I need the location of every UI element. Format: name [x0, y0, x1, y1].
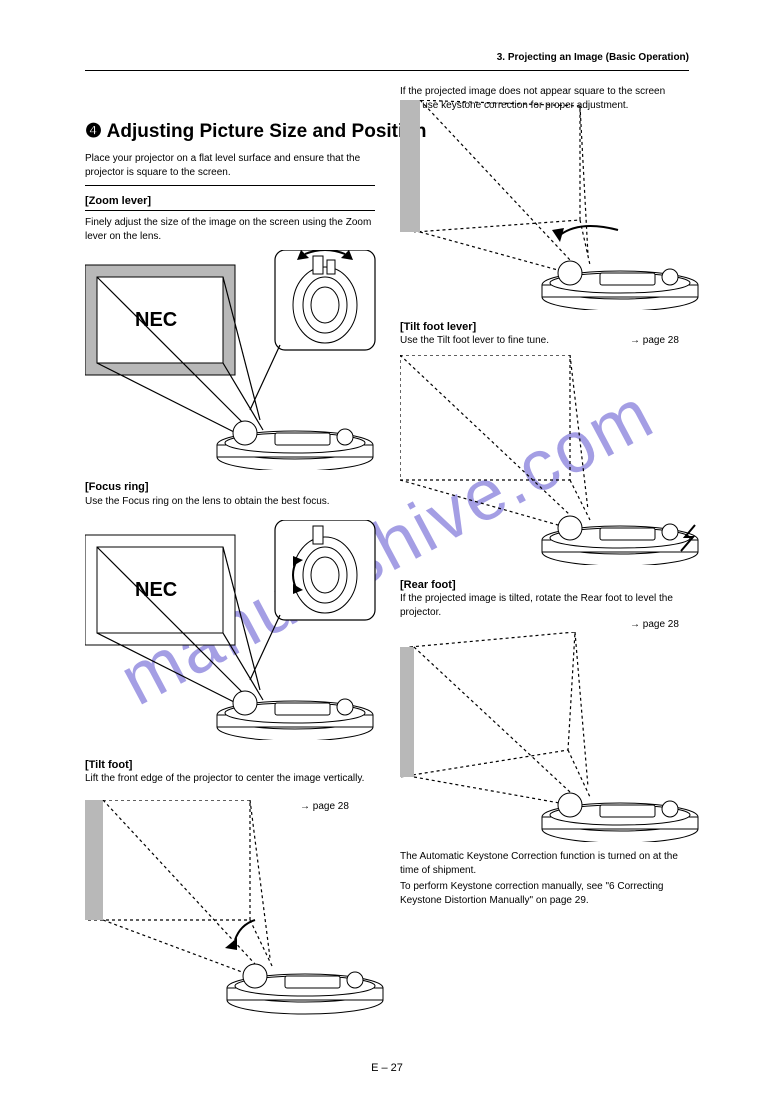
step1-text: Finely adjust the size of the image on t…	[85, 216, 375, 243]
intro-text: Place your projector on a flat level sur…	[85, 152, 375, 179]
hr-2	[85, 210, 375, 211]
step5-link: → page 28	[630, 618, 679, 632]
step4-text: Use the Tilt foot lever to fine tune.	[400, 334, 660, 348]
hr-1	[85, 185, 375, 186]
figure-tilt-lever	[400, 355, 700, 565]
step4-label: [Tilt foot lever]	[400, 320, 476, 335]
svg-text:NEC: NEC	[135, 579, 177, 601]
section-title: ❹ Adjusting Picture Size and Position	[85, 120, 427, 143]
step4-link: → page 28	[630, 334, 679, 348]
step3-text-a: Lift the front edge of the projector to …	[85, 772, 375, 786]
page: 3. Projecting an Image (Basic Operation)…	[0, 0, 774, 1094]
step5-text-a: If the projected image is tilted, rotate…	[400, 592, 685, 619]
step3-label: [Tilt foot]	[85, 758, 132, 773]
figure-tilt	[85, 800, 385, 1020]
header-label: 3. Projecting an Image (Basic Operation)	[497, 52, 689, 63]
section-title-text: Adjusting Picture Size and Position	[107, 121, 427, 142]
section-number: ❹	[85, 121, 102, 142]
step2-text: Use the Focus ring on the lens to obtain…	[85, 495, 375, 509]
step1-label: [Zoom lever]	[85, 194, 151, 209]
svg-text:NEC: NEC	[135, 309, 177, 331]
page-number: E – 27	[371, 1062, 403, 1074]
step5-text-c: To perform Keystone correction manually,…	[400, 880, 685, 907]
step5-text-b: The Automatic Keystone Correction functi…	[400, 850, 685, 877]
step5-label: [Rear foot]	[400, 578, 456, 593]
figure-zoom: NEC	[85, 250, 385, 470]
step2-label: [Focus ring]	[85, 480, 149, 495]
figure-rear-foot	[400, 632, 700, 842]
figure-focus: NEC	[85, 520, 385, 740]
figure-keystone	[400, 100, 700, 310]
header-rule	[85, 70, 689, 71]
